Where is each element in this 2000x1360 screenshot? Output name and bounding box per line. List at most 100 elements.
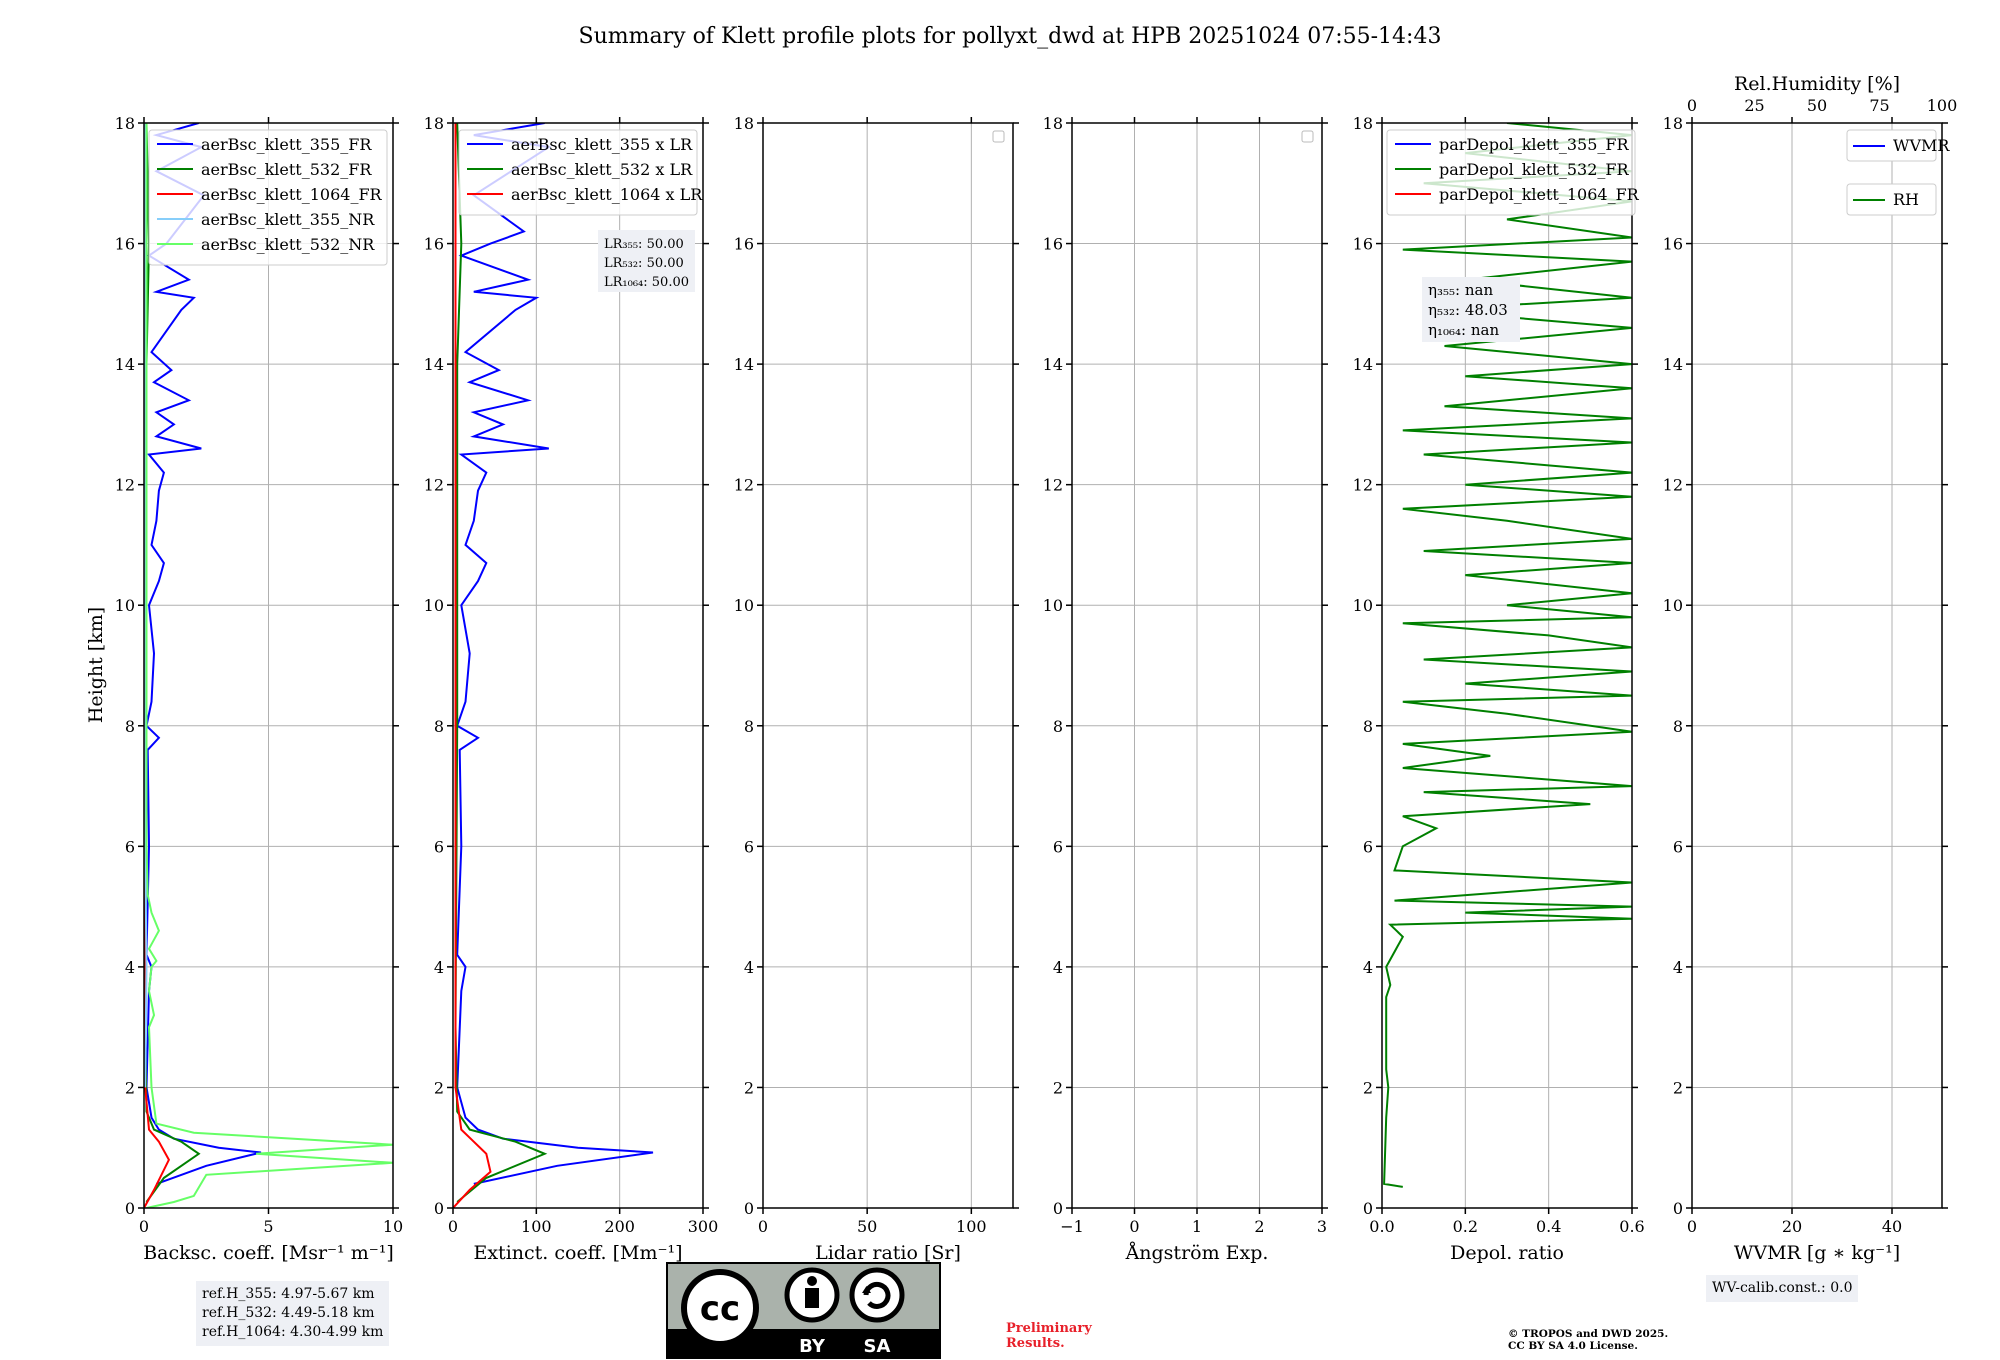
- y-tick-label: 16: [1663, 235, 1683, 254]
- y-tick-label: 2: [1673, 1078, 1683, 1097]
- legend-entry: aerBsc_klett_1064_FR: [201, 185, 383, 204]
- y-tick-label: 6: [125, 837, 135, 856]
- x-tick-label: 0: [1687, 1217, 1697, 1236]
- x-tick-label: 0: [139, 1217, 149, 1236]
- y-tick-label: 16: [115, 235, 135, 254]
- x-tick-label: 10: [383, 1217, 403, 1236]
- x-tick-label: 1: [1192, 1217, 1202, 1236]
- ref-height-box: ref.H_355: 4.97-5.67 km ref.H_532: 4.49-…: [196, 1281, 390, 1346]
- x-axis-label: Backsc. coeff. [Msr⁻¹ m⁻¹]: [143, 1242, 394, 1264]
- y-tick-label: 8: [1053, 717, 1063, 736]
- y-tick-label: 16: [424, 235, 444, 254]
- top-x-axis-label: Rel.Humidity [%]: [1734, 73, 1900, 95]
- x-tick-label: 0.2: [1453, 1217, 1478, 1236]
- series-aerBsc_klett_532_NR: [145, 123, 393, 1208]
- series-aerBsc_klett_355 x LR: [455, 123, 654, 1185]
- panel-backscatter: 0 2 4 6 8 10 12 14 16 18 0 5 10 Backsc. coeff. [Msr⁻¹…: [115, 114, 404, 1264]
- annotation-line: η₅₃₂: 48.03: [1428, 301, 1508, 319]
- x-tick-label: 100: [956, 1217, 987, 1236]
- legend-entry: aerBsc_klett_532_NR: [201, 235, 375, 254]
- legend-entry: aerBsc_klett_355 x LR: [511, 135, 693, 154]
- y-tick-label: 6: [434, 837, 444, 856]
- y-tick-label: 4: [1053, 958, 1063, 977]
- legend-entry: aerBsc_klett_532_FR: [201, 160, 372, 179]
- x-tick-label: 0: [448, 1217, 458, 1236]
- x-axis-label: Lidar ratio [Sr]: [815, 1242, 961, 1264]
- y-tick-label: 0: [434, 1199, 444, 1218]
- y-tick-label: 16: [1043, 235, 1063, 254]
- y-tick-label: 6: [1673, 837, 1683, 856]
- cc-logo-text: cc: [700, 1289, 740, 1329]
- annotation-line: η₁₀₆₄: nan: [1428, 321, 1499, 339]
- y-tick-label: 4: [1363, 958, 1373, 977]
- y-tick-label: 0: [125, 1199, 135, 1218]
- y-tick-label: 12: [1353, 476, 1373, 495]
- y-tick-label: 10: [424, 596, 444, 615]
- panel-depol: 0 2 4 6 8 10 12 14 16 18 0.0 0.2 0.4 0.6 Depol. ratio p…: [1353, 114, 1645, 1264]
- y-tick-label: 12: [1043, 476, 1063, 495]
- y-tick-label: 10: [1663, 596, 1683, 615]
- legend-entry: aerBsc_klett_355_FR: [201, 135, 372, 154]
- legend-entry: parDepol_klett_532_FR: [1439, 160, 1630, 179]
- y-tick-label: 12: [734, 476, 754, 495]
- legend-entry: aerBsc_klett_355_NR: [201, 210, 375, 229]
- top-x-tick-label: 25: [1744, 96, 1764, 115]
- y-tick-label: 16: [734, 235, 754, 254]
- legend-extinction: aerBsc_klett_355 x LR aerBsc_klett_532 x …: [458, 129, 703, 216]
- x-tick-label: 0: [758, 1217, 768, 1236]
- y-tick-label: 2: [744, 1078, 754, 1097]
- copyright-note: © TROPOS and DWD 2025. CC BY SA 4.0 Lice…: [1508, 1328, 1668, 1352]
- legend-box: [458, 129, 698, 216]
- by-label: BY: [799, 1336, 826, 1357]
- legend-box: [1846, 129, 1937, 162]
- y-tick-label: 2: [1053, 1078, 1063, 1097]
- x-tick-label: 50: [857, 1217, 877, 1236]
- y-tick-label: 18: [1043, 114, 1063, 133]
- y-tick-label: 12: [115, 476, 135, 495]
- wv-calib-box: WV-calib.const.: 0.0: [1706, 1275, 1859, 1302]
- y-tick-label: 12: [1663, 476, 1683, 495]
- y-tick-label: 8: [1673, 717, 1683, 736]
- legend-box: [148, 129, 388, 266]
- series-aerBsc_klett_355_FR: [145, 123, 262, 1185]
- y-tick-label: 18: [424, 114, 444, 133]
- preliminary-results-note: Preliminary Results.: [1006, 1321, 1092, 1351]
- axes-frame: [452, 122, 704, 1209]
- y-tick-label: 0: [744, 1199, 754, 1218]
- y-tick-label: 8: [434, 717, 444, 736]
- legend-entry: parDepol_klett_1064_FR: [1439, 185, 1640, 204]
- ref-height-532: ref.H_532: 4.49-5.18 km: [202, 1305, 375, 1321]
- y-tick-label: 4: [434, 958, 444, 977]
- y-tick-label: 2: [125, 1078, 135, 1097]
- y-tick-label: 0: [1363, 1199, 1373, 1218]
- y-tick-label: 18: [1353, 114, 1373, 133]
- y-tick-label: 6: [744, 837, 754, 856]
- by-person-icon: [784, 1267, 840, 1323]
- series-aerBsc_klett_532 x LR: [454, 123, 548, 1203]
- x-tick-label: 20: [1782, 1217, 1802, 1236]
- y-tick-label: 4: [1673, 958, 1683, 977]
- y-tick-label: 8: [744, 717, 754, 736]
- axes-frame: [1381, 122, 1633, 1209]
- lidar-ratio-annotation: LR₃₅₅: 50.00 LR₅₃₂: 50.00 LR₁₀₆₄: 50.00: [598, 230, 695, 292]
- y-tick-label: 0: [1673, 1199, 1683, 1218]
- copyright-line-1: © TROPOS and DWD 2025.: [1508, 1328, 1669, 1340]
- y-tick-label: 10: [1043, 596, 1063, 615]
- y-tick-label: 18: [115, 114, 135, 133]
- y-tick-label: 2: [434, 1078, 444, 1097]
- y-tick-label: 16: [1353, 235, 1373, 254]
- annotation-box: [598, 230, 695, 292]
- top-x-tick-label: 50: [1807, 96, 1827, 115]
- share-alike-icon: [849, 1267, 905, 1323]
- ref-height-355: ref.H_355: 4.97-5.67 km: [202, 1286, 375, 1302]
- annotation-line: LR₁₀₆₄: 50.00: [604, 275, 689, 290]
- y-tick-label: 14: [1353, 355, 1373, 374]
- x-tick-label: 2: [1254, 1217, 1264, 1236]
- y-tick-label: 2: [1363, 1078, 1373, 1097]
- x-tick-label: 5: [263, 1217, 273, 1236]
- y-tick-label: 10: [734, 596, 754, 615]
- x-tick-label: 3: [1317, 1217, 1327, 1236]
